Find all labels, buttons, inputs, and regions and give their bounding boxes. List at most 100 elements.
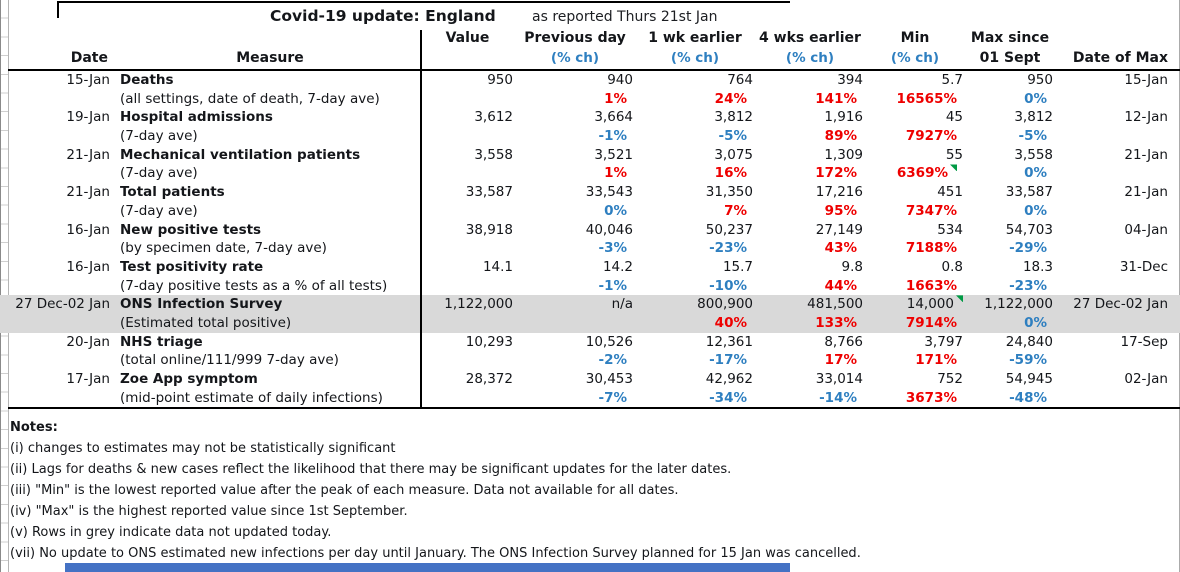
cell-max-since[interactable]: 54,703 -29% xyxy=(965,221,1055,258)
cell-date-of-max[interactable]: 04-Jan xyxy=(1055,221,1170,258)
cell-min[interactable]: 5.7 16565% xyxy=(865,71,965,108)
cell-date[interactable]: 21-Jan xyxy=(10,183,120,220)
cell-date[interactable]: 21-Jan xyxy=(10,146,120,183)
cell-value[interactable]: 28,372 xyxy=(420,370,515,407)
cell-date-of-max[interactable]: 27 Dec-02 Jan xyxy=(1055,295,1170,332)
cell-value[interactable]: 3,612 xyxy=(420,108,515,145)
min-pct: 171% xyxy=(915,352,957,369)
cell-date[interactable]: 16-Jan xyxy=(10,258,120,295)
cell-value[interactable]: 3,558 xyxy=(420,146,515,183)
cell-previous-day[interactable]: 940 1% xyxy=(515,71,635,108)
cell-max-since[interactable]: 3,558 0% xyxy=(965,146,1055,183)
cell-max-since[interactable]: 24,840 -59% xyxy=(965,333,1055,370)
cell-date-of-max[interactable]: 21-Jan xyxy=(1055,183,1170,220)
cell-4wks-earlier[interactable]: 394 141% xyxy=(755,71,865,108)
cell-measure[interactable]: Total patients (7-day ave) xyxy=(120,183,420,220)
col-header-max-since[interactable]: Max since 01 Sept xyxy=(965,29,1055,68)
cell-previous-day[interactable]: 10,526 -2% xyxy=(515,333,635,370)
cell-min[interactable]: 45 7927% xyxy=(865,108,965,145)
cell-min[interactable]: 14,000 7914% xyxy=(865,295,965,332)
cell-min[interactable]: 3,797 171% xyxy=(865,333,965,370)
col-header-measure[interactable]: Measure xyxy=(120,29,420,68)
cell-date[interactable]: 16-Jan xyxy=(10,221,120,258)
cell-max-since[interactable]: 33,587 0% xyxy=(965,183,1055,220)
cell-1wk-earlier[interactable]: 12,361 -17% xyxy=(635,333,755,370)
cell-value[interactable]: 14.1 xyxy=(420,258,515,295)
cell-4wks-earlier[interactable]: 27,149 43% xyxy=(755,221,865,258)
col-header-value-label: Value xyxy=(445,30,490,46)
cell-date-of-max[interactable]: 12-Jan xyxy=(1055,108,1170,145)
cell-max-since[interactable]: 3,812 -5% xyxy=(965,108,1055,145)
min-number: 14,000 xyxy=(865,295,963,314)
col-header-value[interactable]: Value xyxy=(420,29,515,68)
cell-measure[interactable]: NHS triage (total online/111/999 7-day a… xyxy=(120,333,420,370)
cell-measure[interactable]: New positive tests (by specimen date, 7-… xyxy=(120,221,420,258)
cell-1wk-earlier[interactable]: 50,237 -23% xyxy=(635,221,755,258)
cell-min[interactable]: 55 6369% xyxy=(865,146,965,183)
cell-4wks-earlier[interactable]: 33,014 -14% xyxy=(755,370,865,407)
cell-date[interactable]: 15-Jan xyxy=(10,71,120,108)
cell-previous-day[interactable]: 40,046 -3% xyxy=(515,221,635,258)
cell-previous-day[interactable]: 3,664 -1% xyxy=(515,108,635,145)
cell-date-of-max[interactable]: 17-Sep xyxy=(1055,333,1170,370)
cell-min[interactable]: 451 7347% xyxy=(865,183,965,220)
cell-max-since[interactable]: 18.3 -23% xyxy=(965,258,1055,295)
cell-1wk-earlier[interactable]: 15.7 -10% xyxy=(635,258,755,295)
cell-4wks-earlier[interactable]: 1,309 172% xyxy=(755,146,865,183)
measure-name: Zoe App symptom xyxy=(120,371,258,388)
max-since-number: 54,945 xyxy=(1005,371,1053,388)
cell-measure[interactable]: ONS Infection Survey (Estimated total po… xyxy=(120,295,420,332)
1wk-earlier-number: 15.7 xyxy=(722,258,753,275)
cell-date[interactable]: 17-Jan xyxy=(10,370,120,407)
cell-previous-day[interactable]: 33,543 0% xyxy=(515,183,635,220)
cell-date[interactable]: 19-Jan xyxy=(10,108,120,145)
cell-1wk-earlier[interactable]: 31,350 7% xyxy=(635,183,755,220)
col-header-4wks-earlier[interactable]: 4 wks earlier (% ch) xyxy=(755,29,865,68)
cell-min[interactable]: 0.8 1663% xyxy=(865,258,965,295)
cell-previous-day[interactable]: 30,453 -7% xyxy=(515,370,635,407)
cell-4wks-earlier[interactable]: 9.8 44% xyxy=(755,258,865,295)
cell-date-of-max[interactable]: 02-Jan xyxy=(1055,370,1170,407)
previous-day-number: 3,664 xyxy=(594,109,633,126)
cell-measure[interactable]: Test positivity rate (7-day positive tes… xyxy=(120,258,420,295)
cell-1wk-earlier[interactable]: 800,900 40% xyxy=(635,295,755,332)
cell-measure[interactable]: Hospital admissions (7-day ave) xyxy=(120,108,420,145)
min-pct: 3673% xyxy=(905,389,957,406)
cell-1wk-earlier[interactable]: 3,075 16% xyxy=(635,146,755,183)
col-header-1wk-earlier[interactable]: 1 wk earlier (% ch) xyxy=(635,29,755,68)
cell-date-of-max[interactable]: 15-Jan xyxy=(1055,71,1170,108)
cell-previous-day[interactable]: 14.2 -1% xyxy=(515,258,635,295)
cell-min[interactable]: 752 3673% xyxy=(865,370,965,407)
cell-1wk-earlier[interactable]: 764 24% xyxy=(635,71,755,108)
cell-min[interactable]: 534 7188% xyxy=(865,221,965,258)
cell-previous-day[interactable]: 3,521 1% xyxy=(515,146,635,183)
cell-date[interactable]: 27 Dec-02 Jan xyxy=(10,295,120,332)
cell-1wk-earlier[interactable]: 42,962 -34% xyxy=(635,370,755,407)
cell-date-of-max[interactable]: 31-Dec xyxy=(1055,258,1170,295)
cell-value[interactable]: 38,918 xyxy=(420,221,515,258)
cell-date[interactable]: 20-Jan xyxy=(10,333,120,370)
cell-4wks-earlier[interactable]: 1,916 89% xyxy=(755,108,865,145)
cell-previous-day[interactable]: n/a xyxy=(515,295,635,332)
cell-measure[interactable]: Zoe App symptom (mid-point estimate of d… xyxy=(120,370,420,407)
col-header-min[interactable]: Min (% ch) xyxy=(865,29,965,68)
cell-measure[interactable]: Mechanical ventilation patients (7-day a… xyxy=(120,146,420,183)
cell-max-since[interactable]: 950 0% xyxy=(965,71,1055,108)
col-header-date-of-max[interactable]: Date of Max xyxy=(1055,29,1170,68)
cell-date-of-max[interactable]: 21-Jan xyxy=(1055,146,1170,183)
cell-max-since[interactable]: 54,945 -48% xyxy=(965,370,1055,407)
col-header-previous-day[interactable]: Previous day (% ch) xyxy=(515,29,635,68)
cell-value[interactable]: 33,587 xyxy=(420,183,515,220)
cell-value[interactable]: 1,122,000 xyxy=(420,295,515,332)
cell-4wks-earlier[interactable]: 17,216 95% xyxy=(755,183,865,220)
table-row: 27 Dec-02 Jan ONS Infection Survey (Esti… xyxy=(0,295,1180,333)
cell-4wks-earlier[interactable]: 8,766 17% xyxy=(755,333,865,370)
cell-measure[interactable]: Deaths (all settings, date of death, 7-d… xyxy=(120,71,420,108)
cell-value[interactable]: 950 xyxy=(420,71,515,108)
cell-4wks-earlier[interactable]: 481,500 133% xyxy=(755,295,865,332)
col-header-date[interactable]: Date xyxy=(10,29,120,68)
note-line: (v) Rows in grey indicate data not updat… xyxy=(10,525,332,540)
cell-max-since[interactable]: 1,122,000 0% xyxy=(965,295,1055,332)
cell-1wk-earlier[interactable]: 3,812 -5% xyxy=(635,108,755,145)
cell-value[interactable]: 10,293 xyxy=(420,333,515,370)
